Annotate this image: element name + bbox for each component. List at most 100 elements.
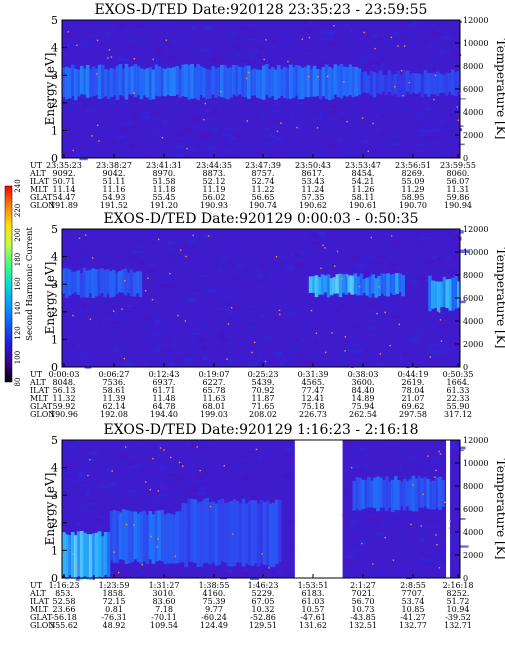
- noise-streak: [405, 24, 415, 27]
- temperature-points: [67, 25, 461, 152]
- orbit-row-label: UT: [30, 161, 43, 170]
- noise-streak: [365, 63, 374, 66]
- temperature-point: [403, 45, 406, 47]
- noise-streak: [408, 533, 418, 535]
- data-gap: [294, 440, 343, 578]
- noise-streak: [161, 303, 168, 305]
- noise-streak: [404, 448, 407, 452]
- temperature-tick-label: 10000: [463, 39, 488, 48]
- temperature-point: [96, 73, 98, 75]
- noise-streak: [270, 476, 274, 478]
- noise-streak: [428, 525, 437, 528]
- orbit-value: 12.41: [302, 394, 325, 403]
- energy-axis-label: Energy [eV]: [43, 53, 57, 126]
- noise-streak: [102, 314, 108, 316]
- noise-streak: [433, 137, 442, 139]
- noise-streak: [321, 30, 332, 35]
- noise-streak: [170, 285, 175, 289]
- band-column: [85, 65, 90, 98]
- noise-streak: [369, 561, 378, 563]
- orbit-value: 71.65: [252, 402, 275, 411]
- noise-streak: [256, 151, 260, 155]
- temperature-point: [394, 86, 396, 88]
- band-column: [62, 67, 66, 98]
- orbit-value: 8757.: [252, 169, 275, 178]
- noise-streak: [130, 143, 135, 148]
- noise-streak: [151, 132, 157, 135]
- noise-streak: [373, 532, 383, 535]
- temperature-point: [336, 250, 339, 253]
- noise-streak: [96, 518, 103, 523]
- noise-streak: [417, 64, 424, 67]
- orbit-value: 8252.: [447, 589, 470, 598]
- noise-streak: [355, 272, 359, 274]
- noise-streak: [423, 542, 431, 544]
- noise-streak: [313, 20, 320, 23]
- energy-tick-label: 0: [51, 152, 58, 165]
- noise-streak: [239, 273, 244, 276]
- noise-streak: [111, 364, 115, 366]
- band-column: [115, 272, 119, 294]
- band-column: [262, 65, 266, 100]
- noise-streak: [407, 301, 413, 304]
- noise-streak: [168, 483, 178, 486]
- noise-streak: [344, 117, 350, 119]
- band-column: [320, 274, 325, 295]
- noise-streak: [85, 492, 90, 497]
- band-column: [291, 67, 296, 98]
- noise-streak: [351, 364, 354, 368]
- orbit-value: 65.78: [203, 386, 226, 395]
- noise-streak: [143, 478, 148, 480]
- temperature-point: [457, 119, 460, 121]
- noise-streak: [87, 500, 97, 502]
- noise-streak: [136, 261, 145, 265]
- orbit-value: 2:8:55: [400, 581, 426, 590]
- orbit-row-label: ILAT: [30, 386, 50, 395]
- noise-streak: [296, 354, 307, 358]
- colorbar-tick-label: 240: [14, 179, 22, 192]
- noise-streak: [166, 575, 171, 577]
- noise-streak: [453, 51, 458, 54]
- temperature-point: [151, 299, 154, 301]
- band-column: [142, 510, 147, 562]
- noise-streak: [208, 146, 218, 150]
- noise-streak: [69, 454, 77, 456]
- temperature-points: [65, 446, 451, 574]
- band-column: [368, 276, 373, 298]
- noise-streak: [298, 362, 307, 366]
- noise-streak: [178, 470, 181, 472]
- temperature-point: [156, 546, 158, 548]
- noise-streak: [332, 293, 343, 298]
- noise-streak: [453, 452, 461, 454]
- band-column: [205, 498, 210, 563]
- noise-streak: [170, 281, 180, 283]
- band-column: [142, 69, 147, 96]
- noise-streak: [375, 254, 386, 258]
- temperature-tick-label: 4000: [463, 528, 483, 537]
- orbit-value: 55.45: [153, 193, 176, 202]
- orbit-row-label: GLON: [30, 621, 55, 630]
- band-column: [193, 499, 198, 563]
- noise-streak: [158, 484, 164, 488]
- band-column: [106, 269, 110, 294]
- noise-streak: [185, 353, 189, 357]
- orbit-value: 190.74: [249, 201, 277, 210]
- colorbar-label: Second Harmonic Current: [25, 227, 35, 341]
- band-column: [323, 275, 328, 293]
- temperature-point: [439, 319, 442, 321]
- orbit-value: 7707.: [402, 589, 425, 598]
- noise-streak: [80, 485, 88, 487]
- noise-streak: [414, 330, 423, 334]
- energy-tick-label: 4: [51, 251, 58, 264]
- temperature-point: [268, 567, 270, 569]
- band-column: [139, 68, 144, 100]
- noise-streak: [218, 268, 223, 272]
- noise-streak: [251, 122, 259, 126]
- temperature-point: [207, 235, 210, 237]
- noise-streak: [269, 361, 279, 364]
- noise-streak: [272, 109, 280, 113]
- noise-streak: [336, 308, 340, 312]
- band-column: [457, 281, 461, 308]
- band-column: [163, 68, 168, 97]
- band-column: [76, 531, 81, 577]
